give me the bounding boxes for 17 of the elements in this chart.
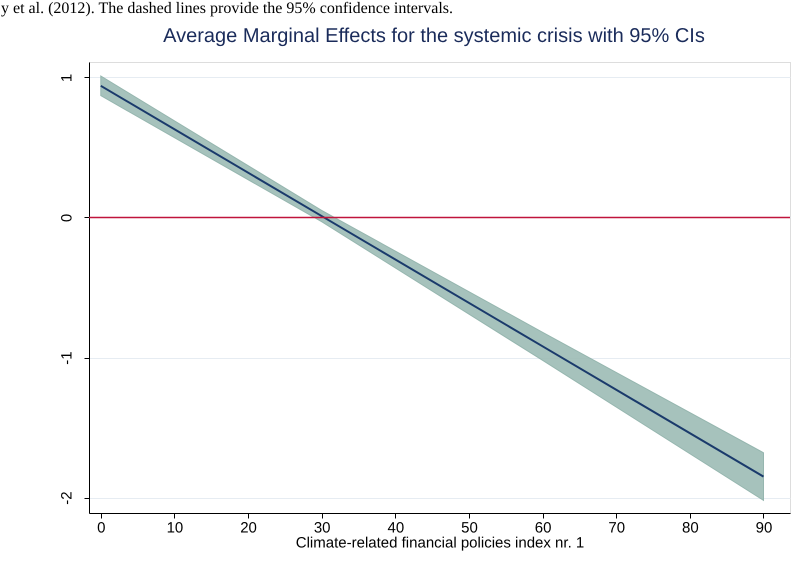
x-tick-label: 70 [608,520,626,536]
x-tick-label: 30 [314,520,331,536]
x-tick-label: 90 [756,520,772,536]
x-tick-label: 80 [682,520,699,536]
x-tick-label: 40 [387,520,404,536]
x-tick-label: 10 [166,520,184,536]
x-tick-label: 20 [240,520,257,536]
x-axis-title: Climate-related financial policies index nr. 1 [296,534,584,552]
y-tick-label: 1 [58,74,76,82]
y-tick-label: -2 [58,491,76,505]
y-tick-label: -1 [58,351,76,365]
x-tick-label: 50 [461,520,478,536]
chart-title: Average Marginal Effects for the systemic crisis with 95% CIs [163,25,705,47]
x-tick-label: 0 [97,520,106,536]
x-tick-label: 60 [534,520,552,536]
y-tick-label: 0 [58,214,76,222]
text: y et al. (2012). The dashed lines provide the 95% confidence intervals. [1,0,454,17]
